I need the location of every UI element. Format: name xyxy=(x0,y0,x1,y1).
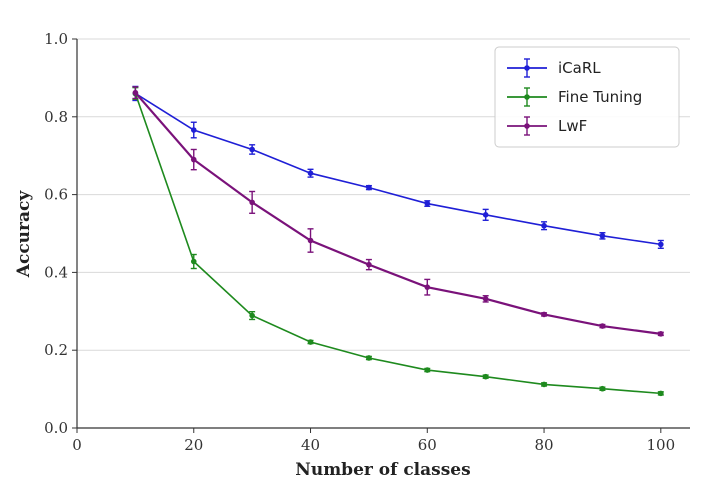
data-point xyxy=(307,339,314,345)
x-tick-label: 60 xyxy=(418,436,437,454)
data-point xyxy=(482,212,489,218)
data-point xyxy=(424,367,431,373)
data-point xyxy=(249,146,255,153)
legend-label: iCaRL xyxy=(558,59,601,77)
y-tick-label: 0.6 xyxy=(44,186,68,204)
legend-marker xyxy=(524,65,530,71)
x-tick-label: 20 xyxy=(184,436,203,454)
axes xyxy=(72,38,690,433)
series-line xyxy=(134,93,661,395)
data-point xyxy=(599,233,606,239)
y-tick-label: 1.0 xyxy=(44,30,68,48)
data-point xyxy=(366,261,372,268)
data-point xyxy=(132,89,139,96)
data-point xyxy=(482,373,489,380)
series-fine-tuning xyxy=(132,86,664,397)
series-group xyxy=(132,85,664,397)
data-point xyxy=(658,331,664,337)
series-line xyxy=(134,91,661,335)
data-point xyxy=(541,381,547,388)
legend: iCaRL Fine Tuning LwF xyxy=(494,46,680,148)
data-point xyxy=(190,156,197,163)
tick-labels: 0.0 0.2 0.4 0.6 0.8 1.0 0 20 40 60 80 100 xyxy=(44,30,675,454)
data-point xyxy=(249,199,255,206)
data-point xyxy=(366,184,372,191)
legend-item: iCaRL xyxy=(507,58,601,78)
data-point xyxy=(541,311,547,318)
series-lwf xyxy=(132,86,664,337)
data-point xyxy=(307,237,314,244)
data-point xyxy=(541,222,547,229)
y-tick-label: 0.8 xyxy=(44,108,68,126)
y-tick-label: 0.4 xyxy=(44,263,68,281)
data-point xyxy=(424,200,431,207)
y-tick-label: 0.0 xyxy=(44,419,68,437)
x-tick-label: 80 xyxy=(535,436,554,454)
data-point xyxy=(307,170,314,177)
legend-item: Fine Tuning xyxy=(507,87,642,107)
legend-box xyxy=(494,46,680,148)
legend-label: Fine Tuning xyxy=(558,88,642,106)
legend-item: LwF xyxy=(507,116,587,136)
data-point xyxy=(249,312,255,319)
legend-marker xyxy=(524,123,530,129)
data-point xyxy=(424,284,431,290)
x-tick-label: 100 xyxy=(646,436,675,454)
data-point xyxy=(190,258,197,265)
data-point xyxy=(599,385,606,392)
legend-label: LwF xyxy=(558,117,587,135)
x-tick-label: 40 xyxy=(301,436,320,454)
y-axis-label: Accuracy xyxy=(14,190,34,279)
x-tick-label: 0 xyxy=(72,436,82,454)
data-point xyxy=(482,296,489,302)
y-tick-label: 0.2 xyxy=(44,341,68,359)
x-axis-label: Number of classes xyxy=(295,460,470,480)
data-point xyxy=(190,127,197,133)
data-point xyxy=(366,355,372,361)
legend-marker xyxy=(524,94,530,100)
series-line xyxy=(134,92,661,246)
data-point xyxy=(599,323,606,329)
data-point xyxy=(658,241,664,248)
data-point xyxy=(658,390,664,397)
